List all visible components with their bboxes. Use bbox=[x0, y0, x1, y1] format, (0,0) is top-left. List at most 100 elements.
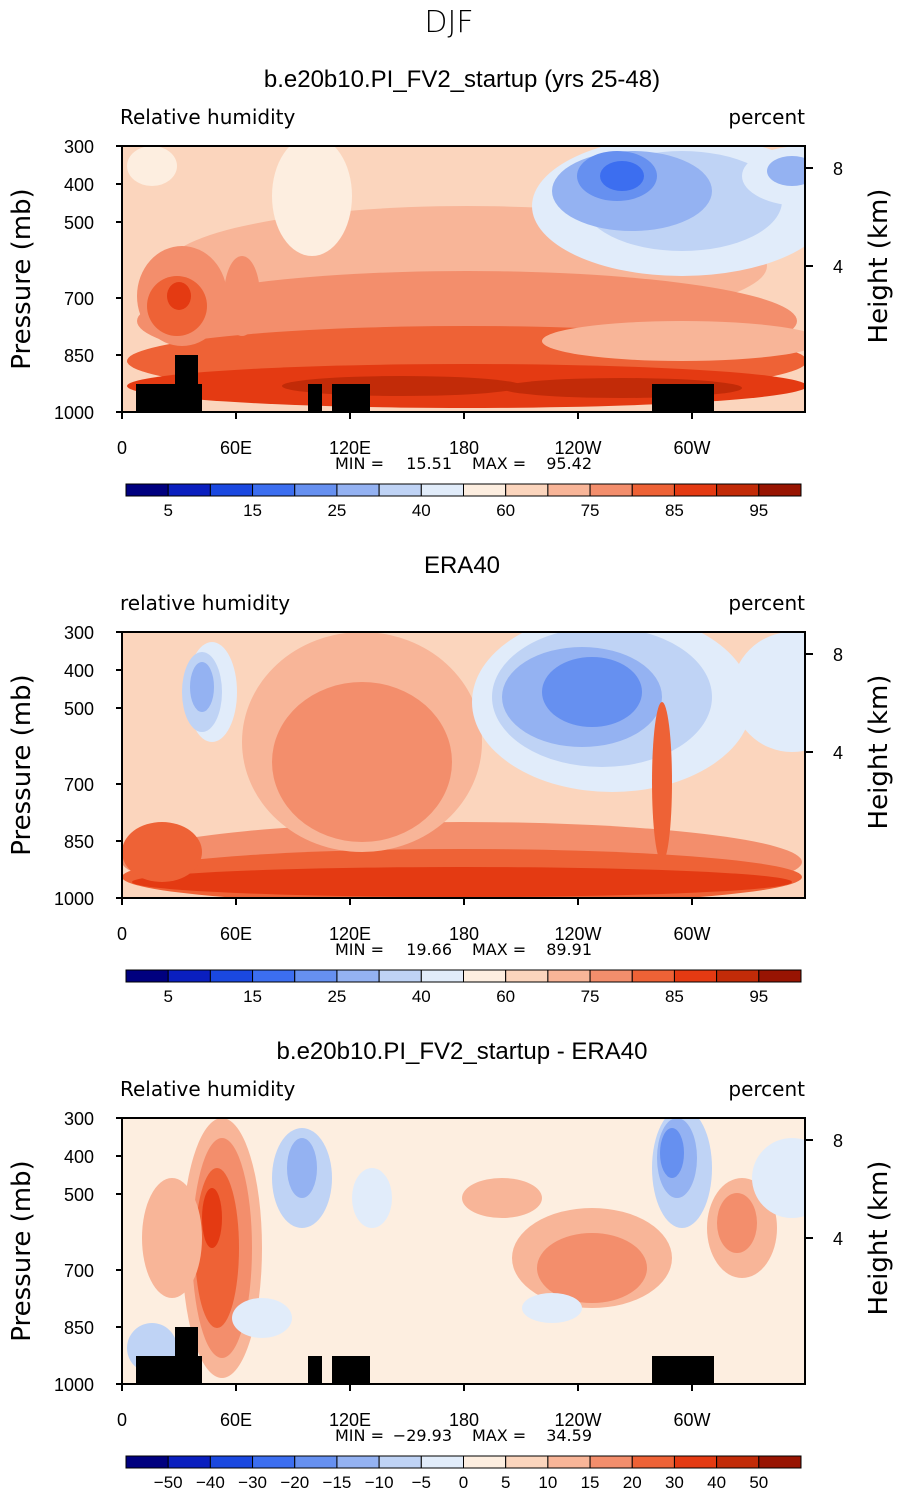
colorbar-box bbox=[673, 969, 718, 983]
max-value: 89.91 bbox=[546, 940, 592, 959]
colorbar-box bbox=[463, 969, 507, 983]
contour-region bbox=[752, 1138, 805, 1218]
topography-block bbox=[308, 1356, 322, 1384]
colorbar-label: 15 bbox=[243, 987, 262, 1006]
x-tick-label: 120W bbox=[554, 1410, 601, 1430]
x-tick-label: 180 bbox=[449, 1410, 479, 1430]
y-tick-label: 850 bbox=[64, 346, 94, 366]
colorbar-label: 95 bbox=[749, 501, 768, 520]
colorbar-box bbox=[209, 969, 254, 983]
y-right-axis-title: Height (km) bbox=[864, 675, 894, 830]
y-tick-label: 500 bbox=[64, 213, 94, 233]
contour-field bbox=[122, 632, 805, 898]
colorbar: −50 −40 −30 −20 −15 −10 −5 0 5 10 15 20 30 40 50 bbox=[125, 1455, 802, 1492]
colorbar-box bbox=[547, 1455, 591, 1469]
colorbar-box bbox=[589, 483, 633, 497]
y-tick-label: 1000 bbox=[54, 889, 94, 909]
y-right-tick-label: 8 bbox=[833, 1131, 843, 1151]
colorbar-label: 40 bbox=[412, 501, 431, 520]
topography-block bbox=[136, 1356, 202, 1384]
y-tick-label: 1000 bbox=[54, 1375, 94, 1395]
colorbar-box bbox=[294, 1455, 338, 1469]
colorbar-label: 85 bbox=[665, 987, 684, 1006]
colorbar-box bbox=[631, 969, 675, 983]
y-tick-label: 400 bbox=[64, 175, 94, 195]
contour-region bbox=[224, 256, 260, 336]
colorbar-box bbox=[252, 969, 296, 983]
y-right-axis-title: Height (km) bbox=[864, 1161, 894, 1316]
y-axis-title: Pressure (mb) bbox=[7, 674, 37, 855]
colorbar-box bbox=[209, 1455, 254, 1469]
y-tick-label: 1000 bbox=[54, 403, 94, 423]
field-label: relative humidity bbox=[120, 591, 290, 615]
contour-region bbox=[195, 1168, 239, 1328]
topography-mask bbox=[136, 355, 714, 412]
contour-region bbox=[767, 156, 805, 186]
contour-field bbox=[122, 1118, 805, 1384]
colorbar-label: 10 bbox=[538, 1473, 557, 1492]
contour-region bbox=[542, 657, 642, 727]
y-axis-title: Pressure (mb) bbox=[7, 188, 37, 369]
contour-region bbox=[127, 146, 177, 186]
chart-panel-1: b.e20b10.PI_FV2_startup (yrs 25-48) Relat… bbox=[7, 66, 894, 520]
colorbar-box bbox=[716, 483, 760, 497]
colorbar-box bbox=[294, 483, 338, 497]
max-value: 95.42 bbox=[546, 454, 592, 473]
topography-block bbox=[175, 1327, 198, 1357]
colorbar-box bbox=[420, 1455, 464, 1469]
colorbar-label: 5 bbox=[501, 1473, 510, 1492]
y-tick-label: 500 bbox=[64, 1185, 94, 1205]
y-tick-label: 700 bbox=[64, 775, 94, 795]
topography-block bbox=[332, 1356, 370, 1384]
topography-block bbox=[308, 384, 322, 412]
colorbar-box bbox=[758, 969, 802, 983]
colorbar-box bbox=[167, 1455, 211, 1469]
colorbar-label: 95 bbox=[749, 987, 768, 1006]
colorbar-box bbox=[589, 969, 633, 983]
y-right-tick-label: 4 bbox=[833, 257, 843, 277]
colorbar-box bbox=[420, 483, 464, 497]
colorbar-label: 0 bbox=[459, 1473, 468, 1492]
contour-region bbox=[542, 321, 805, 361]
colorbar-box bbox=[378, 969, 422, 983]
x-tick-label: 120E bbox=[329, 438, 371, 458]
topography-block bbox=[332, 384, 370, 412]
y-tick-label: 400 bbox=[64, 1147, 94, 1167]
chart-title: ERA40 bbox=[424, 552, 500, 579]
colorbar-label: 30 bbox=[665, 1473, 684, 1492]
x-tick-label: 120W bbox=[554, 438, 601, 458]
y-tick-label: 850 bbox=[64, 832, 94, 852]
y-tick-label: 850 bbox=[64, 1318, 94, 1338]
contour-region bbox=[167, 282, 191, 310]
colorbar-label: 85 bbox=[665, 501, 684, 520]
units-label: percent bbox=[728, 591, 805, 615]
colorbar-label: 20 bbox=[623, 1473, 642, 1492]
x-tick-label: 0 bbox=[117, 924, 127, 944]
colorbar-label: 60 bbox=[496, 987, 515, 1006]
colorbar-label: 25 bbox=[327, 501, 346, 520]
colorbar-box bbox=[631, 1455, 675, 1469]
field-label: Relative humidity bbox=[120, 1077, 295, 1101]
colorbar-box bbox=[336, 969, 380, 983]
min-label: MIN = bbox=[335, 940, 384, 959]
x-tick-label: 60E bbox=[220, 438, 252, 458]
x-tick-label: 120E bbox=[329, 924, 371, 944]
x-tick-label: 60E bbox=[220, 924, 252, 944]
colorbar: 5 15 25 40 60 75 85 95 bbox=[125, 969, 802, 1006]
contour-region bbox=[202, 1188, 222, 1248]
colorbar-box bbox=[673, 1455, 718, 1469]
chart-panel-3: b.e20b10.PI_FV2_startup - ERA40 Relative … bbox=[7, 1038, 894, 1492]
colorbar-label: 40 bbox=[707, 1473, 726, 1492]
max-label: MAX = bbox=[472, 940, 526, 959]
contour-region bbox=[287, 1138, 317, 1198]
colorbar-box bbox=[294, 969, 338, 983]
max-label: MAX = bbox=[472, 454, 526, 473]
colorbar-box bbox=[716, 1455, 760, 1469]
colorbar-label: −50 bbox=[154, 1473, 183, 1492]
y-tick-label: 700 bbox=[64, 1261, 94, 1281]
colorbar-box bbox=[505, 483, 549, 497]
colorbar-box bbox=[631, 483, 675, 497]
contour-region bbox=[600, 161, 644, 191]
